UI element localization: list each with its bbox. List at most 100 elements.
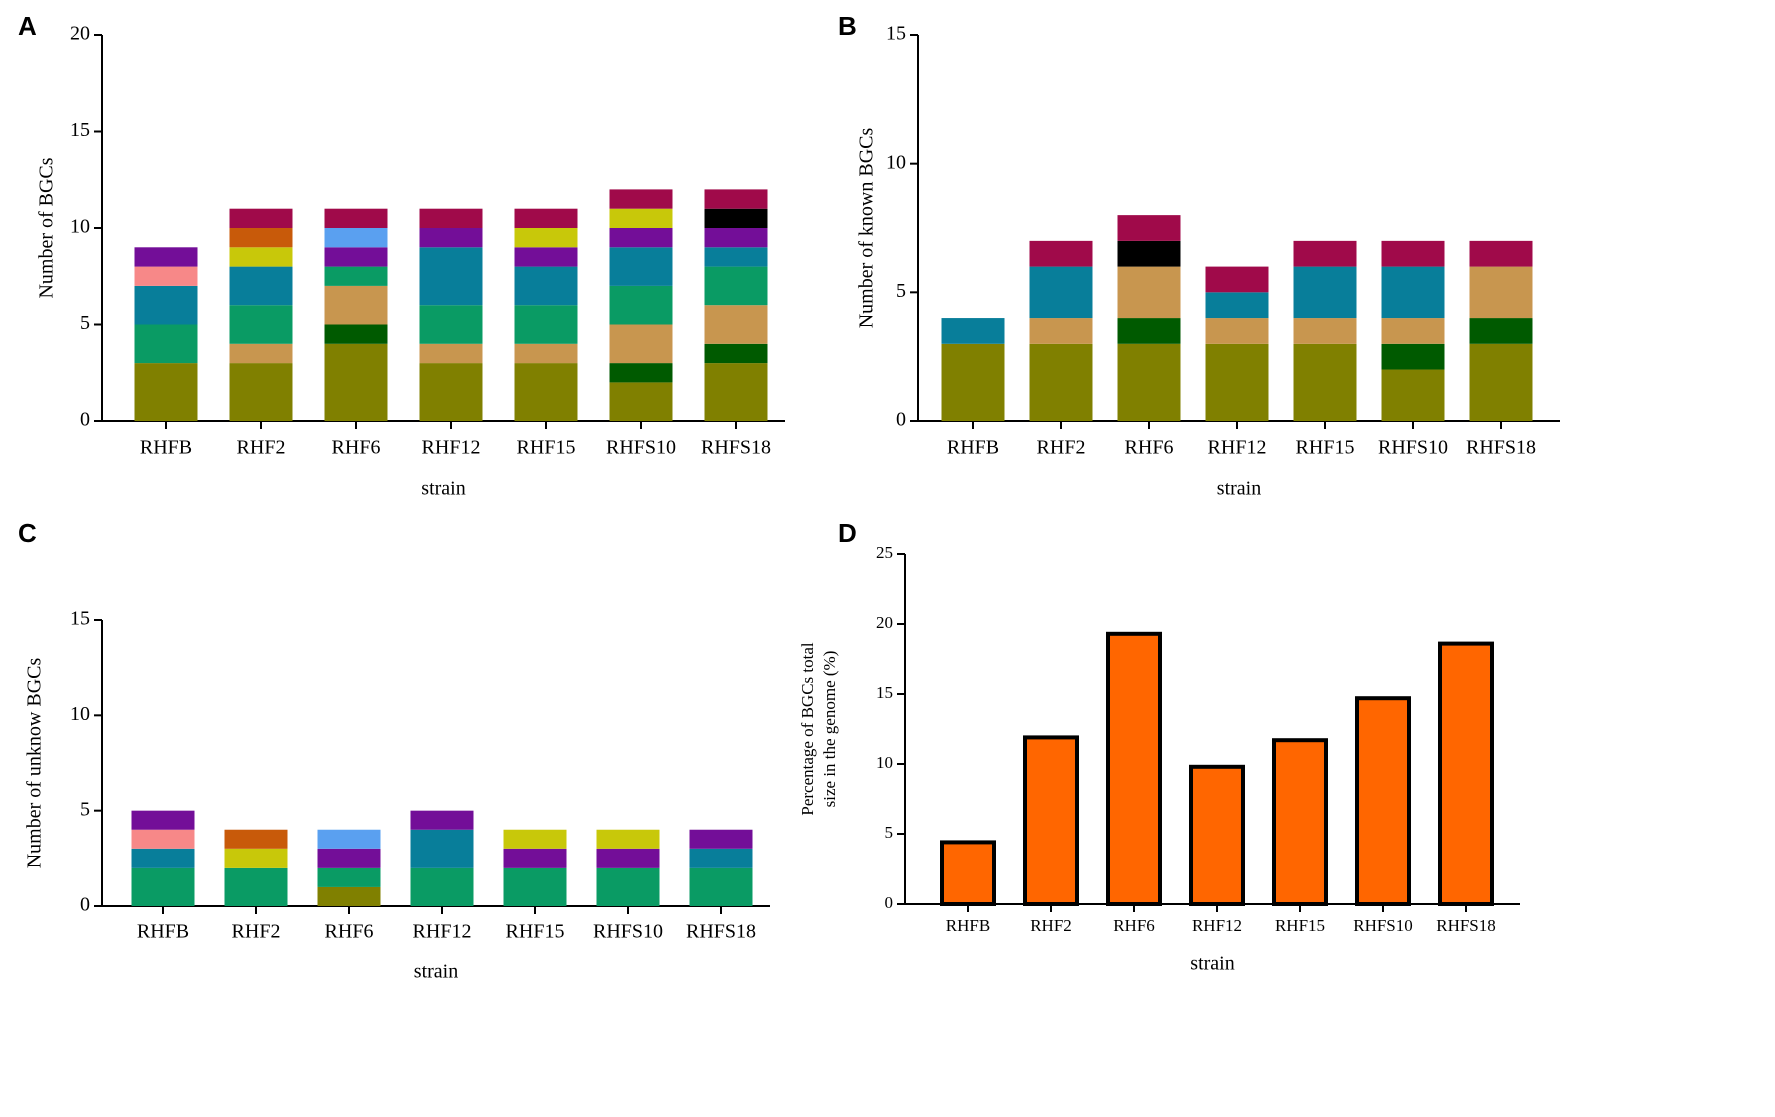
bar-segment bbox=[503, 867, 567, 906]
x-tick-label: RHF6 bbox=[1125, 437, 1174, 459]
bar-segment bbox=[1293, 266, 1357, 319]
bar-segment bbox=[1381, 318, 1445, 344]
bar-segment bbox=[704, 228, 768, 248]
bar-segment bbox=[514, 228, 578, 248]
y-tick-label: 5 bbox=[80, 312, 90, 334]
panel-label: D bbox=[838, 518, 857, 548]
bar-segment bbox=[229, 208, 293, 228]
bar-segment bbox=[410, 867, 474, 906]
x-tick-label: RHF15 bbox=[506, 921, 565, 943]
bar-segment bbox=[229, 363, 293, 421]
bar-segment bbox=[1117, 318, 1181, 344]
bar-segment bbox=[131, 810, 195, 830]
bar-segment bbox=[419, 305, 483, 344]
bar-segment bbox=[609, 189, 673, 209]
bar-segment bbox=[609, 324, 673, 364]
y-tick-label: 10 bbox=[70, 216, 90, 238]
bar-segment bbox=[514, 208, 578, 228]
bar-segment bbox=[1469, 266, 1533, 319]
x-tick-label: RHF12 bbox=[1208, 437, 1267, 459]
bar-segment bbox=[1117, 343, 1181, 421]
bar-segment bbox=[1117, 266, 1181, 319]
bar-segment bbox=[419, 363, 483, 421]
bar-segment bbox=[134, 363, 198, 421]
bar-segment bbox=[1029, 343, 1093, 421]
bar-segment bbox=[134, 247, 198, 267]
y-tick-label: 5 bbox=[896, 280, 906, 302]
y-tick-label: 10 bbox=[876, 753, 893, 772]
bar-segment bbox=[1117, 240, 1181, 267]
bar-segment bbox=[131, 848, 195, 868]
y-axis-label: Percentage of BGCs total bbox=[798, 642, 817, 816]
bar-segment bbox=[1293, 240, 1357, 267]
bar-segment bbox=[229, 305, 293, 344]
bar-segment bbox=[131, 829, 195, 849]
x-tick-label: RHF6 bbox=[325, 921, 374, 943]
y-axis-label: Number of known BGCs bbox=[856, 128, 878, 329]
x-tick-label: RHF12 bbox=[422, 437, 481, 459]
bar-segment bbox=[324, 266, 388, 286]
x-tick-label: RHF6 bbox=[1113, 916, 1155, 935]
y-tick-label: 0 bbox=[896, 409, 906, 431]
bar-segment bbox=[224, 867, 288, 906]
bar-segment bbox=[134, 285, 198, 325]
bar-segment bbox=[1293, 318, 1357, 344]
bar-segment bbox=[1293, 343, 1357, 421]
bar-segment bbox=[1029, 240, 1093, 267]
bar-segment bbox=[514, 305, 578, 344]
bar-segment bbox=[1469, 240, 1533, 267]
y-tick-label: 15 bbox=[876, 683, 893, 702]
bar-segment bbox=[940, 840, 996, 907]
x-tick-label: RHFS18 bbox=[1436, 916, 1496, 935]
bar-segment bbox=[689, 867, 753, 906]
y-tick-label: 0 bbox=[885, 893, 894, 912]
bar-segment bbox=[324, 324, 388, 344]
y-axis-label: size in the genome (%) bbox=[820, 651, 839, 808]
x-tick-label: RHF15 bbox=[1275, 916, 1325, 935]
y-tick-label: 0 bbox=[80, 409, 90, 431]
bar-segment bbox=[410, 829, 474, 868]
bar-segment bbox=[224, 829, 288, 849]
bar-segment bbox=[1272, 738, 1328, 907]
x-tick-label: RHF2 bbox=[232, 921, 281, 943]
bar-segment bbox=[609, 363, 673, 383]
bar-segment bbox=[419, 228, 483, 248]
x-tick-label: RHF12 bbox=[413, 921, 472, 943]
y-tick-label: 15 bbox=[70, 608, 90, 630]
x-tick-label: RHF15 bbox=[517, 437, 576, 459]
y-tick-label: 5 bbox=[80, 798, 90, 820]
x-axis-label: strain bbox=[1190, 953, 1234, 975]
x-tick-label: RHF6 bbox=[332, 437, 381, 459]
bar-segment bbox=[596, 848, 660, 868]
bar-segment bbox=[1106, 631, 1162, 906]
bar-segment bbox=[514, 343, 578, 364]
bar-segment bbox=[134, 266, 198, 286]
bar-segment bbox=[324, 343, 388, 421]
bar-segment bbox=[609, 208, 673, 228]
x-tick-label: RHF2 bbox=[1030, 916, 1072, 935]
bar-segment bbox=[514, 266, 578, 306]
y-tick-label: 20 bbox=[70, 23, 90, 45]
x-tick-label: RHFB bbox=[137, 921, 189, 943]
bar-segment bbox=[704, 363, 768, 421]
bar-segment bbox=[324, 285, 388, 325]
x-tick-label: RHF2 bbox=[237, 437, 286, 459]
bar-segment bbox=[1189, 764, 1245, 906]
bar-segment bbox=[609, 285, 673, 325]
x-tick-label: RHFS18 bbox=[701, 437, 771, 459]
bar-segment bbox=[609, 382, 673, 421]
x-tick-label: RHFS10 bbox=[1353, 916, 1413, 935]
x-tick-label: RHF12 bbox=[1192, 916, 1242, 935]
x-axis-label: strain bbox=[1217, 478, 1261, 500]
bar-segment bbox=[229, 247, 293, 267]
bar-segment bbox=[1355, 696, 1411, 907]
bar-segment bbox=[224, 848, 288, 868]
bar-segment bbox=[419, 343, 483, 364]
bar-segment bbox=[1205, 318, 1269, 344]
bar-segment bbox=[1205, 266, 1269, 293]
y-tick-label: 15 bbox=[70, 119, 90, 141]
panel-label: C bbox=[18, 518, 37, 548]
bar-segment bbox=[1205, 343, 1269, 421]
bar-segment bbox=[317, 829, 381, 849]
bar-segment bbox=[1469, 318, 1533, 344]
